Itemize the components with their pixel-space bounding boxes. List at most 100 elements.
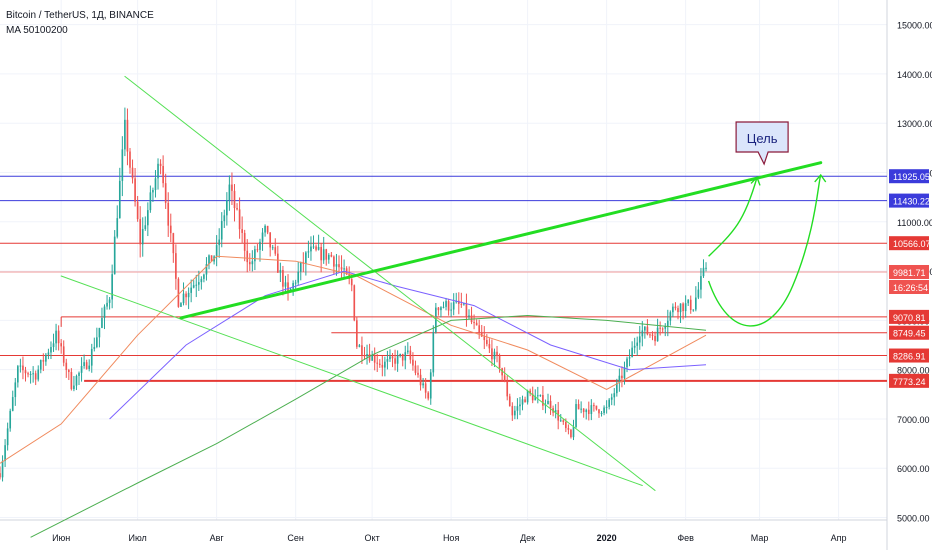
candle-body [1,460,4,478]
candle-body [305,252,307,264]
candle [488,338,491,353]
level-badge: 10566.07 [889,236,931,251]
candle [376,353,379,372]
candle [478,319,481,339]
candle [381,356,384,377]
candle [621,366,623,388]
candle [83,354,85,369]
level-badge-text: 11925.05 [893,172,930,182]
candle-body [50,347,52,353]
candle-body [493,351,496,360]
candle [340,255,343,280]
candle [514,405,516,420]
candle-body [353,285,356,321]
candle-body [75,375,78,386]
candle [427,391,430,401]
candle [29,371,32,384]
candle-body [473,322,475,324]
candle [37,365,40,382]
candle [577,399,580,410]
candle-body [692,309,695,311]
candle-body [322,249,325,261]
candle [88,359,91,372]
level-badge-bg [889,325,929,340]
candle-body [677,308,679,313]
candle [684,295,687,318]
candle-body [442,306,445,308]
candle [633,337,636,354]
candle-body [582,408,585,413]
candle-body [103,306,106,319]
chart-title: Bitcoin / TetherUS, 1Д, BINANCE [6,10,154,21]
candle [70,368,73,391]
candle-body [368,354,371,361]
candle-body [700,276,702,290]
candle-body [297,271,300,283]
candle [175,244,177,290]
candle [177,277,180,308]
candle [613,388,616,406]
candle-body [108,299,111,303]
candle-body [511,406,514,416]
candle-body [424,383,427,393]
candle [644,326,646,339]
candle-body [180,303,182,307]
candle-body [248,262,251,265]
level-badge-text: 7773.24 [893,377,926,387]
candle [371,350,373,361]
candle-body [646,326,649,335]
candle-body [190,287,192,293]
candle-body [159,163,162,167]
candle [231,172,233,205]
candle-body [228,184,231,201]
candle [50,341,52,360]
candle [373,347,376,371]
candle [470,306,473,325]
candle [641,321,644,347]
candle-body [363,354,366,357]
candle [279,262,282,283]
candle [412,352,414,371]
candle [261,228,264,251]
level-badge: 8749.45 [889,325,929,340]
candle [559,414,562,422]
candle-body [432,332,435,373]
candle-body [526,390,529,403]
price-tick-label: 8000.00 [897,366,930,376]
candle [348,266,351,285]
price-tick-label: 14000.00 [897,70,932,80]
candle [536,386,539,404]
candle-body [65,362,68,370]
candle [32,366,34,383]
candle [248,253,251,271]
candle-body [124,119,126,150]
candle [654,331,656,346]
candle [608,398,611,410]
candle-body [531,393,534,401]
candle-body [246,250,249,263]
candle [251,250,254,272]
candle-body [567,428,570,430]
candle-body [276,253,279,273]
candle-body [603,407,605,413]
level-badge: 11430.22 [889,193,930,208]
candle-body [80,366,83,373]
candle [312,235,315,249]
candle-body [457,300,460,304]
candle-body [111,274,113,300]
candle [626,356,628,373]
candle [442,301,445,309]
candle-body [447,301,450,311]
candle [491,339,493,367]
candle-body [435,307,437,333]
candle-body [241,229,243,233]
candle-body [384,361,386,368]
candle [126,108,129,166]
candle-body [254,249,256,262]
price-tick-label: 13000.00 [897,119,932,129]
candle-body [480,332,483,337]
candle-body [167,202,170,226]
candle [205,257,208,281]
candle [666,309,669,337]
